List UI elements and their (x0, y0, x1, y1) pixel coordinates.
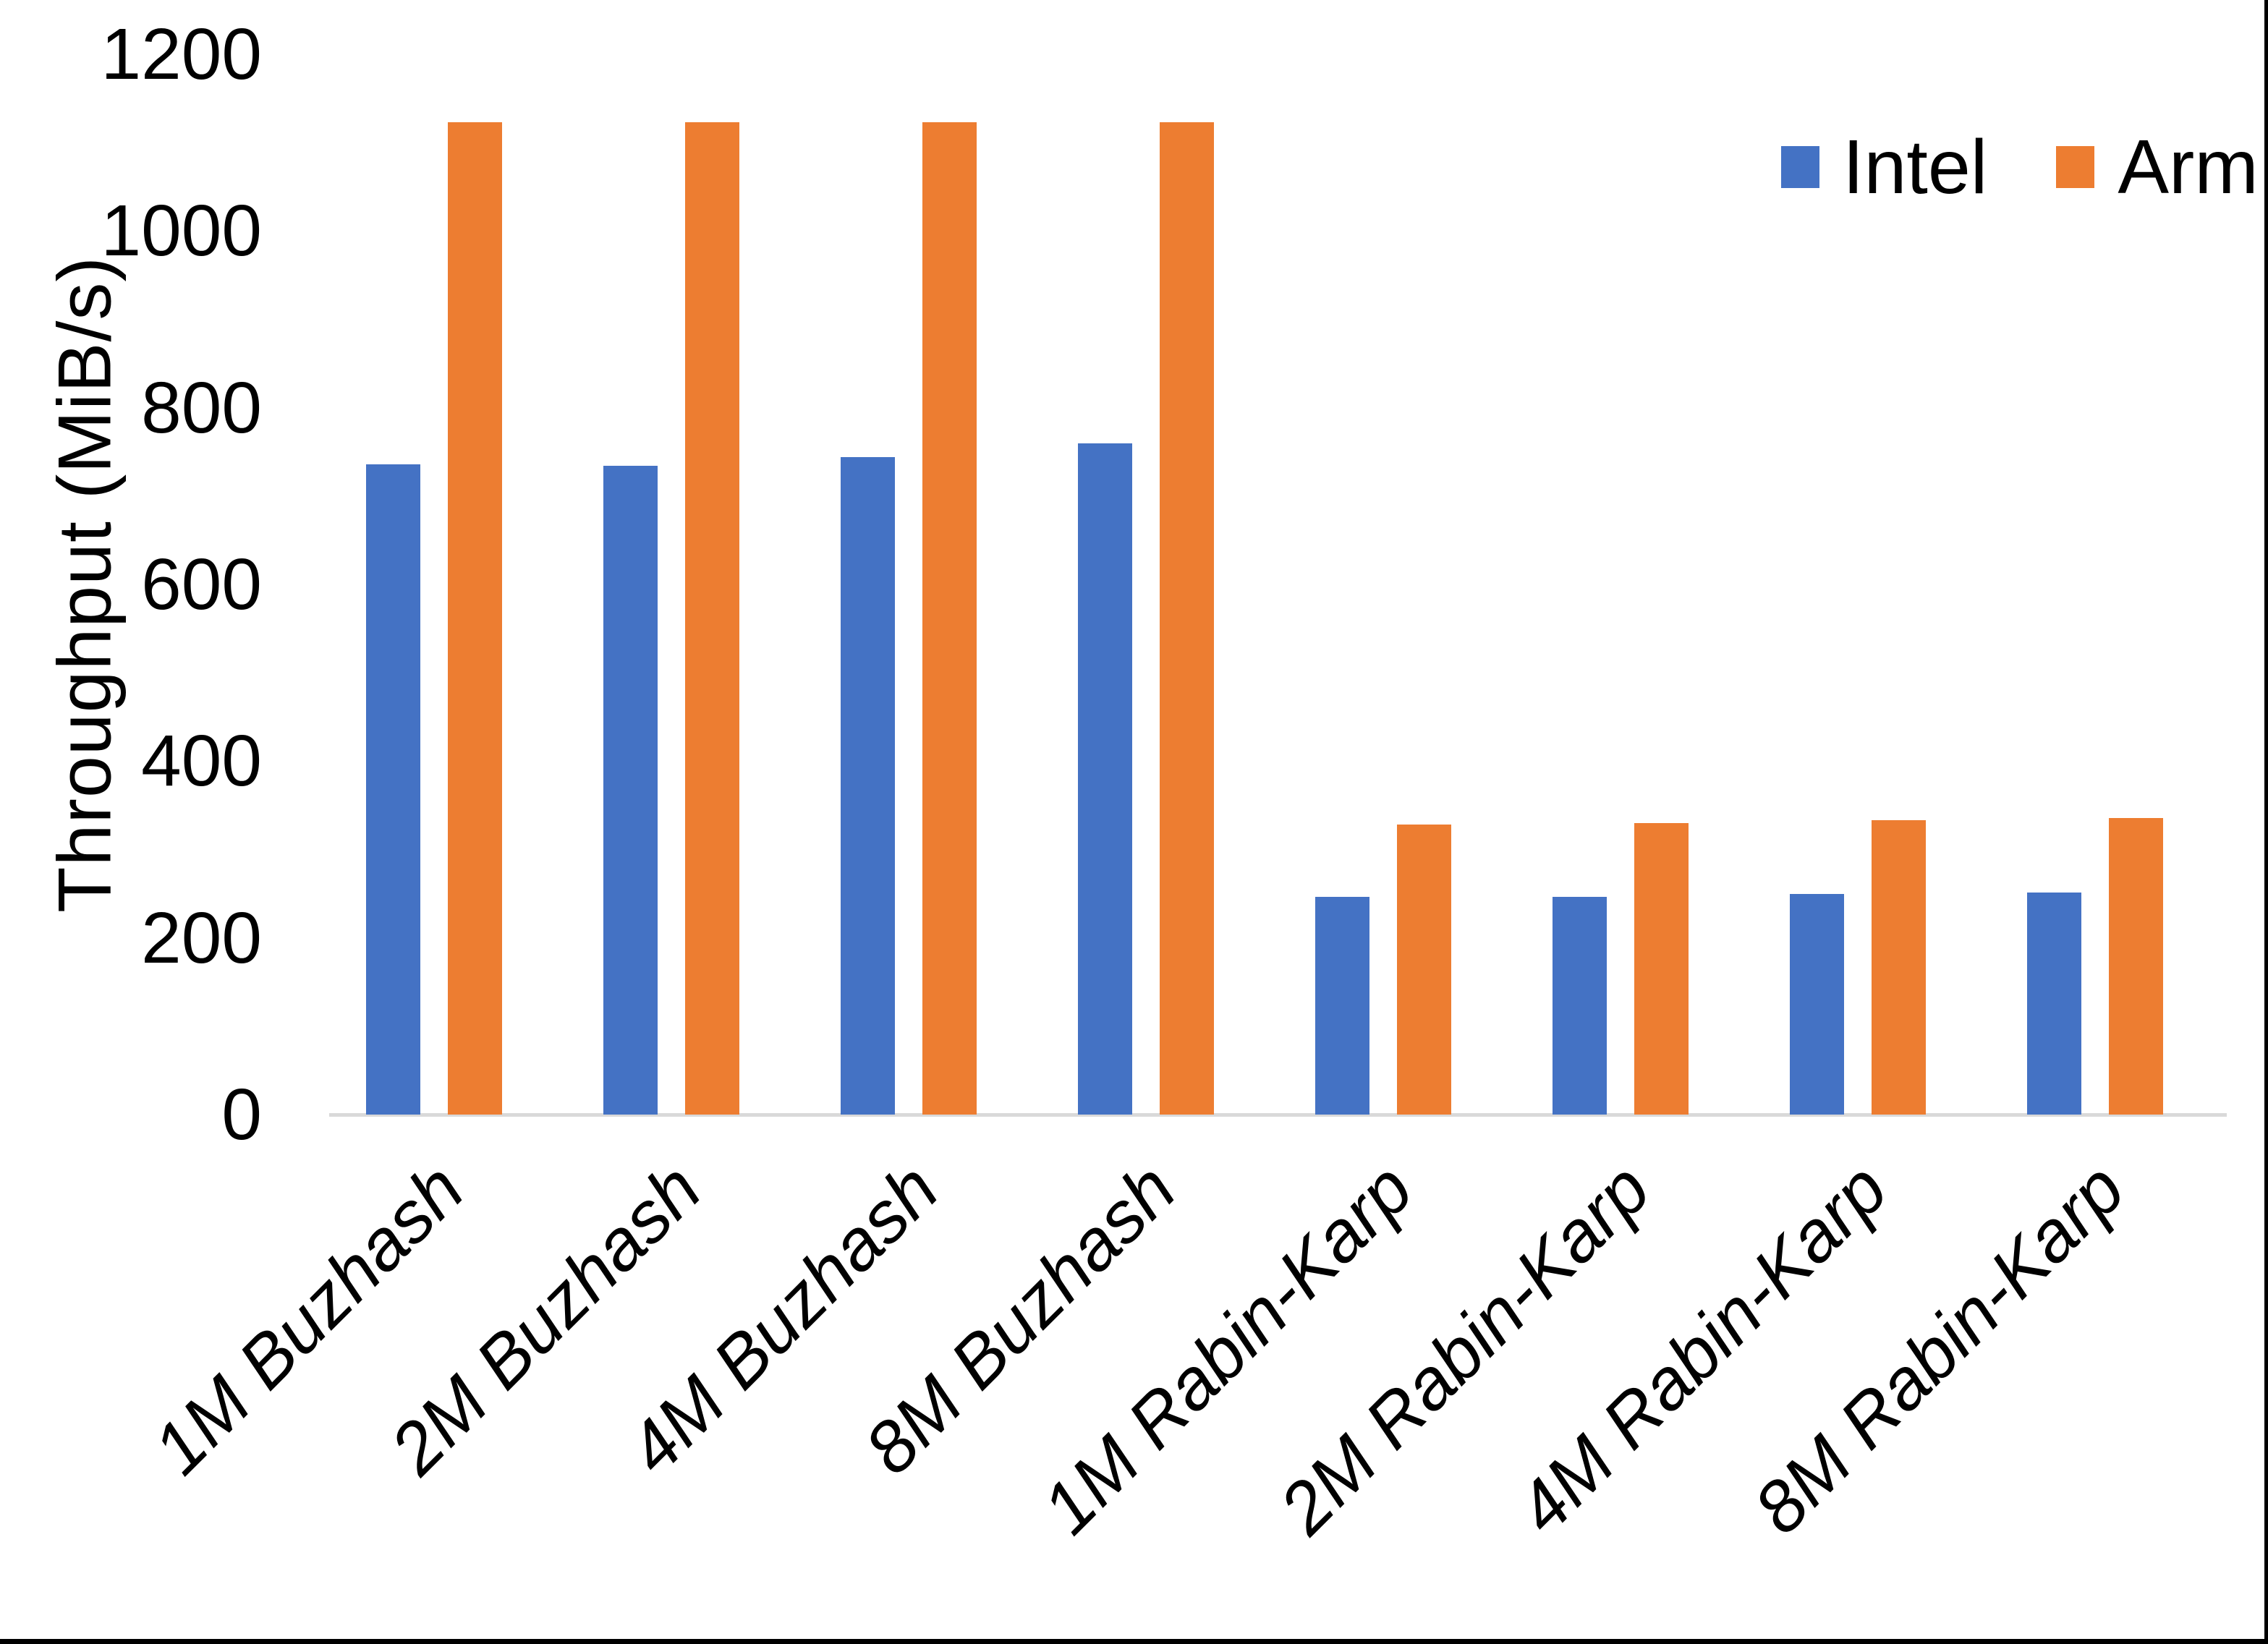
bar-intel-1m-buzhash (366, 464, 420, 1115)
bar-intel-8m-rabin-karp (2027, 893, 2081, 1115)
bar-intel-2m-buzhash (603, 466, 658, 1115)
y-tick-label-800: 800 (141, 367, 262, 448)
bar-arm-1m-rabin-karp (1397, 825, 1451, 1115)
legend-item-arm: Arm (2056, 124, 2259, 210)
bar-arm-4m-rabin-karp (1872, 820, 1926, 1115)
bar-arm-8m-buzhash (1160, 122, 1214, 1115)
y-tick-label-400: 400 (141, 720, 262, 802)
bar-intel-8m-buzhash (1078, 443, 1132, 1115)
bar-arm-8m-rabin-karp (2109, 818, 2163, 1115)
legend-swatch-arm (2056, 146, 2095, 188)
legend-label-arm: Arm (2118, 124, 2259, 210)
y-tick-label-1000: 1000 (101, 190, 262, 272)
frame-bottom-border (0, 1639, 2268, 1644)
bar-intel-2m-rabin-karp (1553, 897, 1607, 1115)
bar-arm-2m-buzhash (685, 122, 739, 1115)
y-tick-label-0: 0 (221, 1074, 262, 1155)
legend-swatch-intel (1781, 146, 1819, 188)
bar-intel-4m-buzhash (841, 457, 895, 1115)
legend: Intel Arm (1781, 129, 2259, 205)
bar-intel-1m-rabin-karp (1315, 897, 1369, 1115)
bar-intel-4m-rabin-karp (1790, 894, 1844, 1115)
y-tick-label-600: 600 (141, 544, 262, 625)
bar-arm-4m-buzhash (922, 122, 977, 1115)
x-axis-line (329, 1113, 2227, 1117)
bar-arm-1m-buzhash (448, 122, 502, 1115)
frame-right-border (2264, 0, 2268, 1644)
bar-arm-2m-rabin-karp (1634, 823, 1689, 1115)
y-tick-label-200: 200 (141, 897, 262, 979)
y-tick-label-1200: 1200 (101, 14, 262, 95)
legend-item-intel: Intel (1781, 129, 1987, 205)
legend-label-intel: Intel (1843, 124, 1988, 210)
